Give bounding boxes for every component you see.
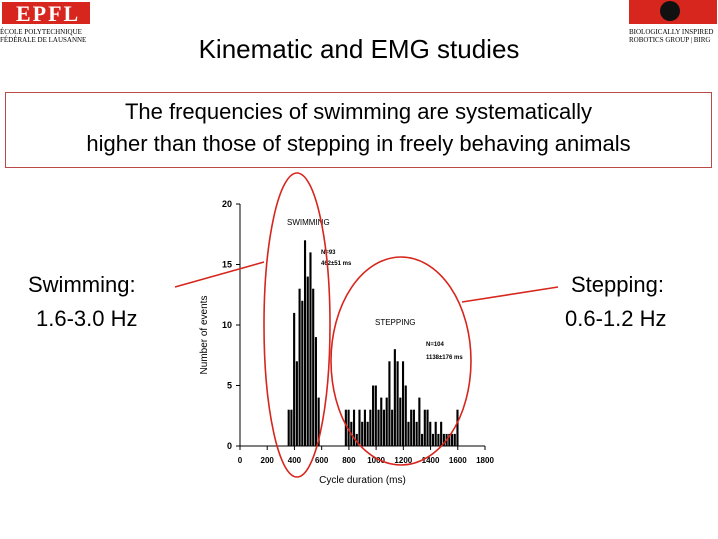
swimming-bar — [295, 361, 298, 446]
x-tick-label: 1800 — [476, 456, 494, 465]
stepping-bar — [369, 409, 372, 446]
stepping-bar — [355, 433, 358, 446]
stepping-bar — [440, 421, 443, 446]
x-tick-label: 0 — [238, 456, 243, 465]
stepping-bar — [361, 421, 364, 446]
epfl-logo-line-2: FÉDÉRALE DE LAUSANNE — [0, 36, 87, 44]
swimming-series-label: SWIMMING — [287, 218, 330, 227]
birg-logo-mark — [629, 0, 717, 24]
birg-logo-line-2: ROBOTICS GROUP | BIRG — [629, 36, 711, 44]
birg-logo-icon — [660, 1, 680, 21]
x-tick-label: 400 — [288, 456, 302, 465]
stepping-bar — [450, 433, 454, 446]
stepping-bar — [374, 385, 377, 446]
swimming-bar — [287, 409, 290, 446]
epfl-logo-line-1: ÉCOLE POLYTECHNIQUE — [0, 28, 82, 36]
stepping-bar — [352, 409, 356, 446]
swimming-bar — [290, 409, 293, 446]
stepping-bar — [410, 409, 413, 446]
y-tick-label: 20 — [222, 199, 232, 209]
epfl-logo: EPFL ÉCOLE POLYTECHNIQUE FÉDÉRALE DE LAU… — [0, 0, 96, 48]
stepping-bar — [434, 421, 437, 446]
stepping-bar — [421, 433, 424, 446]
stepping-bar — [404, 385, 407, 446]
swimming-bar — [301, 300, 304, 446]
stepping-bar — [453, 433, 456, 446]
swimming-mean-label: 462±51 ms — [321, 261, 352, 267]
swimming-connector-line — [174, 261, 265, 288]
y-tick-label: 0 — [227, 441, 232, 451]
stepping-bar — [426, 409, 429, 446]
x-tick-label: 800 — [342, 456, 356, 465]
swimming-bar — [312, 288, 315, 446]
x-axis-label: Cycle duration (ms) — [319, 475, 406, 486]
swimming-bar — [298, 288, 301, 446]
stepping-bar — [412, 409, 415, 446]
stepping-n-label: N=104 — [426, 342, 445, 348]
stepping-bar — [347, 409, 350, 446]
stepping-bar — [399, 397, 402, 446]
x-tick-label: 200 — [261, 456, 275, 465]
stepping-bar — [377, 409, 380, 446]
page-title: Kinematic and EMG studies — [198, 34, 520, 64]
stepping-bar — [382, 409, 386, 446]
stepping-bar — [407, 421, 410, 446]
swimming-highlight-ellipse — [263, 172, 331, 478]
stepping-bar — [442, 433, 445, 446]
stepping-bar — [363, 409, 366, 446]
swimming-bar — [314, 337, 317, 446]
stepping-bar — [380, 397, 383, 446]
y-tick-label: 5 — [227, 381, 232, 391]
swimming-n-label: N=93 — [321, 250, 336, 256]
swimming-bar — [306, 276, 309, 446]
stepping-bar — [418, 397, 421, 446]
stepping-highlight-ellipse — [330, 256, 472, 466]
stepping-series-label: STEPPING — [375, 318, 415, 327]
swimming-bar — [317, 397, 320, 446]
headline-line-1: The frequencies of swimming are systemat… — [124, 99, 593, 124]
y-axis-label: Number of events — [199, 296, 210, 375]
stepping-mean-label: 1138±176 ms — [426, 355, 463, 361]
stepping-bar — [456, 409, 459, 446]
swimming-bar — [303, 240, 307, 446]
stepping-bar — [396, 361, 399, 446]
headline-box: The frequencies of swimming are systemat… — [5, 92, 712, 168]
stepping-bar — [393, 349, 396, 446]
stepping-bar — [429, 421, 432, 446]
stepping-bar — [448, 433, 451, 446]
epfl-logo-mark-text: EPFL — [16, 1, 81, 26]
stepping-bar — [372, 385, 375, 446]
stepping-bar — [391, 409, 394, 446]
stepping-bar — [388, 361, 391, 446]
swimming-bar — [309, 252, 312, 446]
stepping-bar — [358, 409, 361, 446]
birg-logo-line-1: BIOLOGICALLY INSPIRED — [629, 28, 714, 36]
epfl-logo-mark: EPFL — [2, 1, 90, 26]
x-tick-label: 1400 — [422, 456, 440, 465]
headline-line-2: higher than those of stepping in freely … — [86, 131, 631, 156]
stepping-bar — [366, 421, 369, 446]
x-tick-label: 600 — [315, 456, 329, 465]
stepping-bar — [415, 421, 418, 446]
x-tick-label: 1200 — [394, 456, 412, 465]
x-tick-label: 1600 — [449, 456, 467, 465]
stepping-bar — [401, 361, 405, 446]
stepping-bar — [431, 433, 435, 446]
stepping-callout-value: 0.6-1.2 Hz — [565, 306, 667, 331]
x-tick-label: 1000 — [367, 456, 385, 465]
y-tick-label: 10 — [222, 320, 232, 330]
swimming-callout-label: Swimming: — [28, 272, 136, 297]
stepping-bar — [423, 409, 426, 446]
stepping-bar — [385, 397, 388, 446]
swimming-bar — [293, 312, 296, 446]
stepping-callout-label: Stepping: — [571, 272, 664, 297]
swimming-callout-value: 1.6-3.0 Hz — [36, 306, 138, 331]
y-tick-label: 15 — [222, 260, 232, 270]
stepping-connector-line — [461, 286, 559, 303]
stepping-bar — [344, 409, 347, 446]
stepping-bar — [437, 433, 440, 446]
